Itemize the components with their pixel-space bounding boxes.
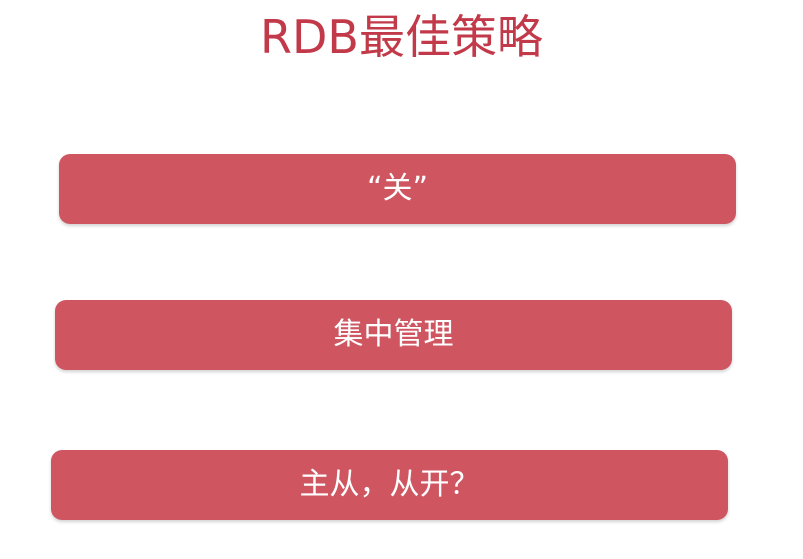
strategy-item-off: “关” (59, 154, 736, 224)
strategy-item-master-slave: 主从，从开？ (51, 450, 728, 520)
strategy-item-label: 主从，从开？ (299, 467, 480, 502)
strategy-item-centralized-management: 集中管理 (55, 300, 732, 370)
strategy-item-label: 集中管理 (333, 317, 454, 352)
strategy-item-label: “关” (366, 171, 429, 206)
slide-title: RDB最佳策略 (260, 10, 543, 64)
